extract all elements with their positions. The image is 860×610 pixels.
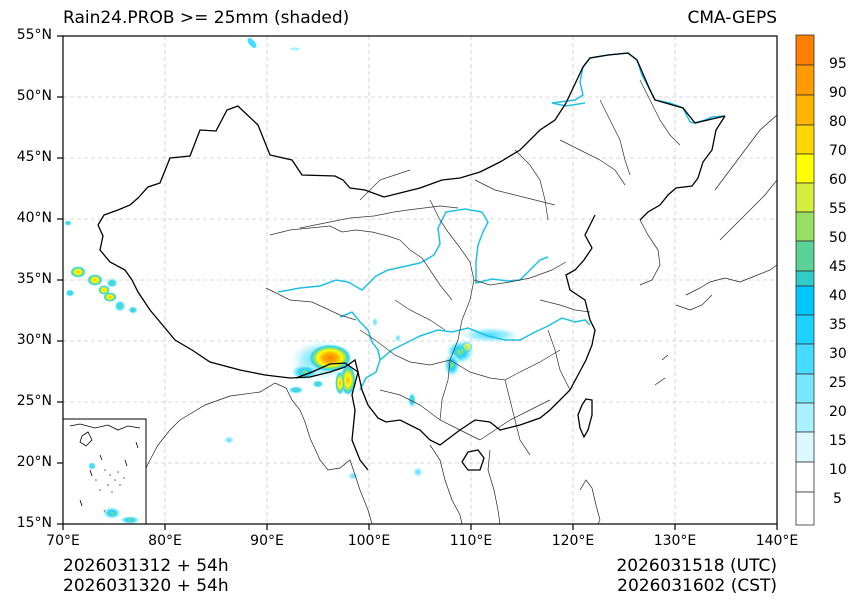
plot-frame	[57, 35, 778, 530]
colorbar-label: 5	[833, 491, 842, 507]
colorbar-label: 80	[829, 114, 847, 130]
lat-label-40: 40°N	[16, 210, 52, 226]
lon-label-70: 70°E	[46, 533, 80, 549]
province-borders	[265, 79, 681, 456]
init-time-block: 2026031312 + 54h 2026031320 + 54h	[63, 556, 229, 596]
lon-label-130: 130°E	[653, 533, 697, 549]
lon-label-110: 110°E	[449, 533, 493, 549]
colorbar-label: 15	[829, 433, 847, 449]
gridlines	[63, 36, 777, 524]
lon-label-140: 140°E	[755, 533, 799, 549]
init-cst: 2026031320 + 54h	[63, 576, 229, 596]
init-utc: 2026031312 + 54h	[63, 556, 229, 576]
colorbar-label: 90	[829, 85, 847, 101]
south-china-sea-inset	[62, 418, 147, 525]
lat-label-30: 30°N	[16, 332, 52, 348]
valid-cst: 2026031602 (CST)	[617, 576, 777, 596]
lat-label-20: 20°N	[16, 454, 52, 470]
chart-title: Rain24.PROB >= 25mm (shaded)	[63, 8, 350, 28]
lon-label-120: 120°E	[551, 533, 595, 549]
lat-label-15: 15°N	[16, 515, 52, 531]
colorbar-label: 70	[829, 143, 847, 159]
colorbar-label: 30	[829, 346, 847, 362]
valid-utc: 2026031518 (UTC)	[616, 556, 777, 576]
lat-label-35: 35°N	[16, 271, 52, 287]
colorbar	[795, 34, 815, 526]
colorbar-label: 10	[829, 462, 847, 478]
lat-label-50: 50°N	[16, 88, 52, 104]
lat-label-25: 25°N	[16, 393, 52, 409]
lat-label-45: 45°N	[16, 149, 52, 165]
colorbar-label: 40	[829, 288, 847, 304]
rivers	[277, 52, 726, 391]
coastlines	[115, 114, 777, 524]
national-border	[97, 52, 726, 471]
colorbar-label: 95	[829, 56, 847, 72]
colorbar-label: 25	[829, 375, 847, 391]
colorbar-label: 60	[829, 172, 847, 188]
lon-label-100: 100°E	[347, 533, 391, 549]
colorbar-label: 55	[829, 201, 847, 217]
colorbar-label: 20	[829, 404, 847, 420]
model-name: CMA-GEPS	[687, 8, 777, 28]
valid-time-block: 2026031518 (UTC) 2026031602 (CST)	[616, 556, 777, 596]
colorbar-label: 35	[829, 317, 847, 333]
lat-label-55: 55°N	[16, 27, 52, 43]
lon-label-80: 80°E	[148, 533, 182, 549]
colorbar-label: 45	[829, 259, 847, 275]
colorbar-label: 50	[829, 230, 847, 246]
lon-label-90: 90°E	[250, 533, 284, 549]
